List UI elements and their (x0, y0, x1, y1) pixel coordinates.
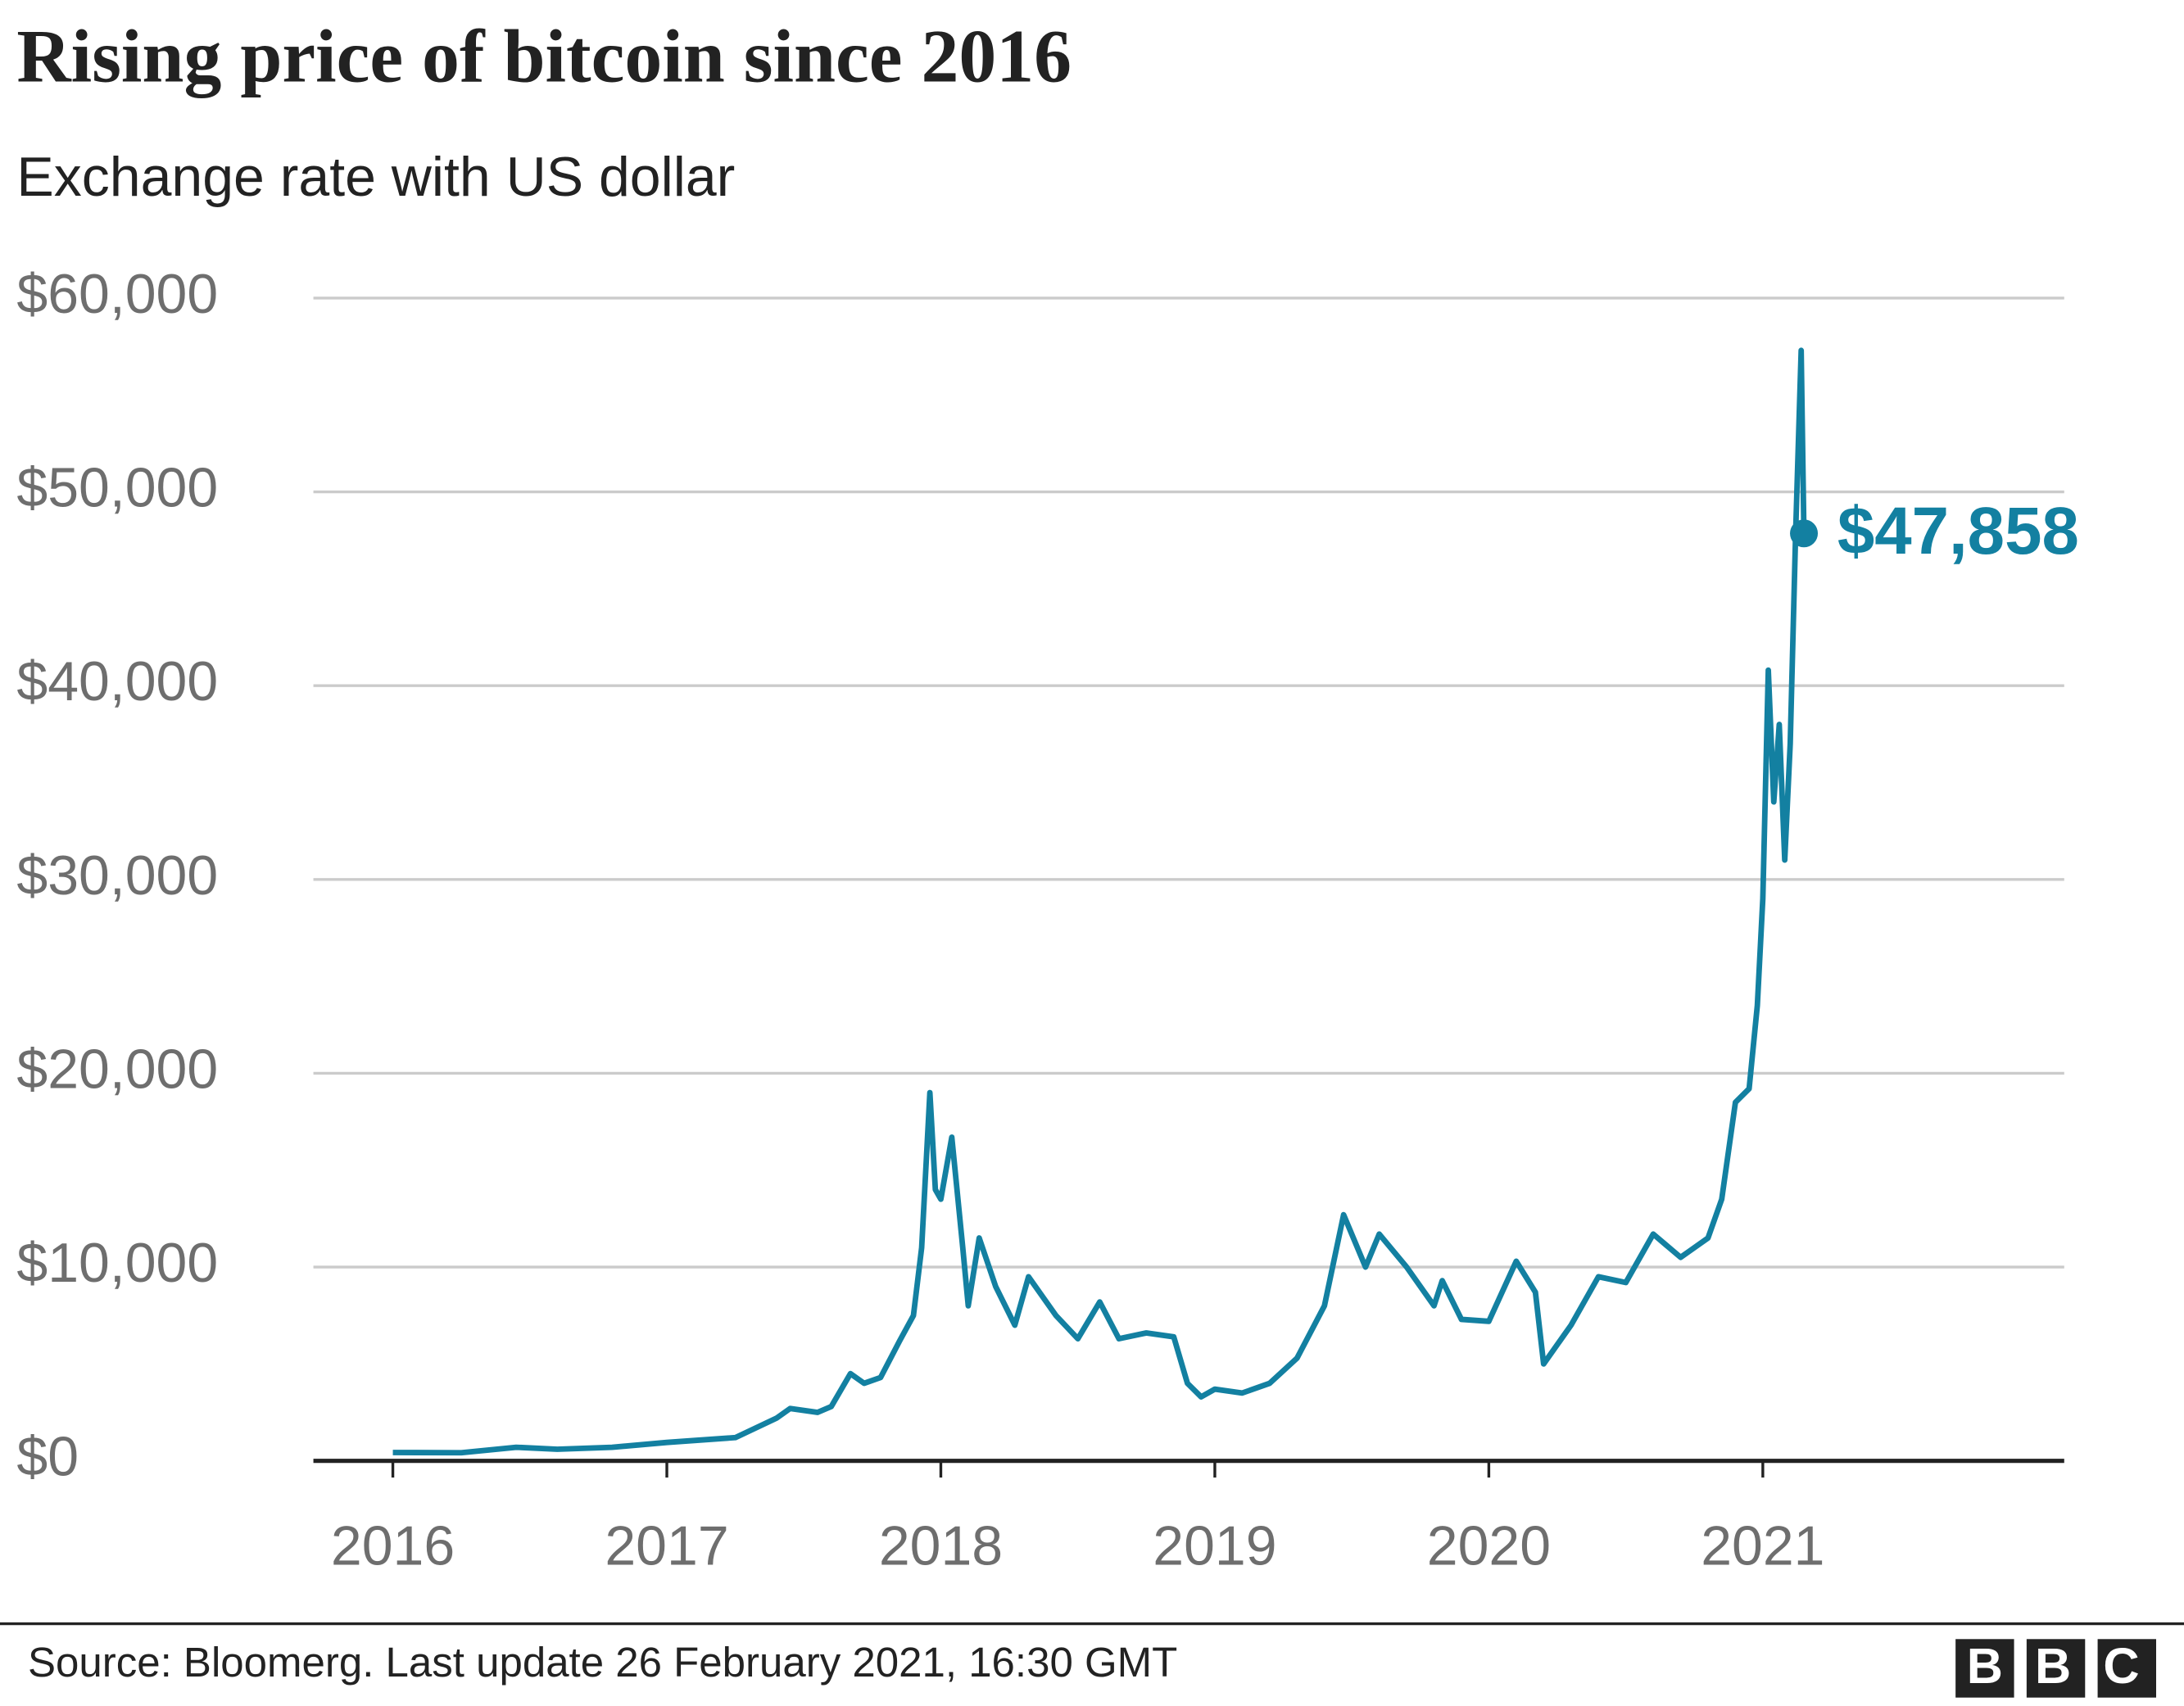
value-label: $47,858 (1837, 494, 2079, 568)
logo-box (2026, 1639, 2086, 1698)
logo-text: BBC (1967, 1638, 2172, 1694)
source: Source: Bloomerg. Last update 26 Februar… (28, 1639, 1177, 1686)
x-tick-label: 2020 (1427, 1514, 1551, 1577)
y-tick-label: $30,000 (16, 844, 218, 907)
logo-box (2097, 1639, 2156, 1698)
y-tick-label: $20,000 (16, 1038, 218, 1100)
chart-subtitle: Exchange rate with US dollar (16, 146, 735, 208)
y-tick-label: $50,000 (16, 457, 218, 519)
y-tick-label: $40,000 (16, 650, 218, 713)
end-point (1790, 519, 1819, 548)
price-line (392, 347, 1807, 1456)
x-tick-label: 2017 (605, 1514, 728, 1577)
chart-title: Rising price of bitcoin since 2016 (16, 14, 1072, 97)
logo: BBC (1955, 1638, 2172, 1698)
y-tick-label: $60,000 (16, 263, 218, 325)
x-tick-label: 2016 (331, 1514, 455, 1577)
x-tick-label: 2021 (1701, 1514, 1824, 1577)
x-tick-label: 2019 (1153, 1514, 1276, 1577)
logo-box (1955, 1639, 2014, 1698)
y-tick-label: $0 (16, 1426, 79, 1488)
x-tick-label: 2018 (879, 1514, 1003, 1577)
y-tick-label: $10,000 (16, 1232, 218, 1294)
